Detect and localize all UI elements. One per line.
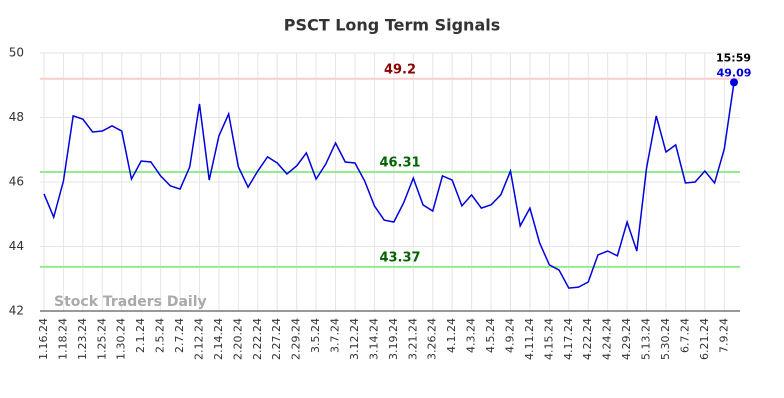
x-tick-label: 5.30.24 — [659, 318, 672, 360]
x-tick-label: 2.12.24 — [192, 318, 205, 360]
x-tick-label: 3.12.24 — [348, 318, 361, 360]
x-tick-label: 2.20.24 — [231, 318, 244, 360]
x-tick-label: 4.1.24 — [445, 318, 458, 353]
x-tick-label: 5.13.24 — [640, 318, 653, 360]
x-tick-label: 4.29.24 — [620, 318, 633, 360]
x-tick-label: 2.1.24 — [134, 318, 147, 353]
x-tick-label: 2.14.24 — [212, 318, 225, 360]
x-tick-label: 4.3.24 — [465, 318, 478, 353]
price-line — [43, 82, 735, 289]
reference-label: 49.2 — [384, 62, 416, 77]
watermark: Stock Traders Daily — [54, 294, 207, 310]
x-tick-label: 3.26.24 — [426, 318, 439, 360]
y-tick-label: 48 — [9, 110, 24, 124]
x-tick-label: 1.23.24 — [76, 318, 89, 360]
x-tick-label: 4.9.24 — [503, 318, 516, 353]
x-tick-label: 7.9.24 — [717, 318, 730, 353]
x-tick-label: 4.5.24 — [484, 318, 497, 353]
x-tick-label: 2.7.24 — [173, 318, 186, 353]
x-tick-label: 4.11.24 — [523, 318, 536, 360]
x-tick-label: 1.18.24 — [56, 318, 69, 360]
time-label: 15:59 — [716, 51, 751, 64]
x-tick-label: 4.15.24 — [542, 318, 555, 360]
y-tick-label: 44 — [9, 239, 24, 253]
x-tick-label: 1.25.24 — [95, 318, 108, 360]
x-tick-label: 6.21.24 — [698, 318, 711, 360]
x-tick-label: 1.30.24 — [115, 318, 128, 360]
x-tick-label: 2.22.24 — [251, 318, 264, 360]
x-tick-label: 1.16.24 — [37, 318, 50, 360]
x-tick-label: 4.24.24 — [601, 318, 614, 360]
x-tick-label: 2.27.24 — [270, 318, 283, 360]
x-tick-label: 2.29.24 — [290, 318, 303, 360]
x-tick-label: 3.7.24 — [329, 318, 342, 353]
x-tick-label: 2.5.24 — [154, 318, 167, 353]
x-tick-label: 3.14.24 — [367, 318, 380, 360]
x-tick-label: 4.17.24 — [562, 318, 575, 360]
y-tick-label: 50 — [9, 46, 24, 60]
y-tick-label: 46 — [9, 175, 24, 189]
x-tick-label: 3.5.24 — [309, 318, 322, 353]
chart-title: PSCT Long Term Signals — [284, 16, 501, 35]
last-point — [730, 78, 738, 87]
x-tick-label: 4.22.24 — [581, 318, 594, 360]
x-tick-label: 3.21.24 — [406, 318, 419, 360]
last-value-label: 49.09 — [717, 66, 752, 79]
x-tick-label: 3.19.24 — [387, 318, 400, 360]
y-tick-label: 42 — [9, 304, 24, 318]
reference-label: 43.37 — [379, 250, 420, 265]
reference-label: 46.31 — [379, 156, 420, 171]
x-tick-label: 6.7.24 — [678, 318, 691, 353]
